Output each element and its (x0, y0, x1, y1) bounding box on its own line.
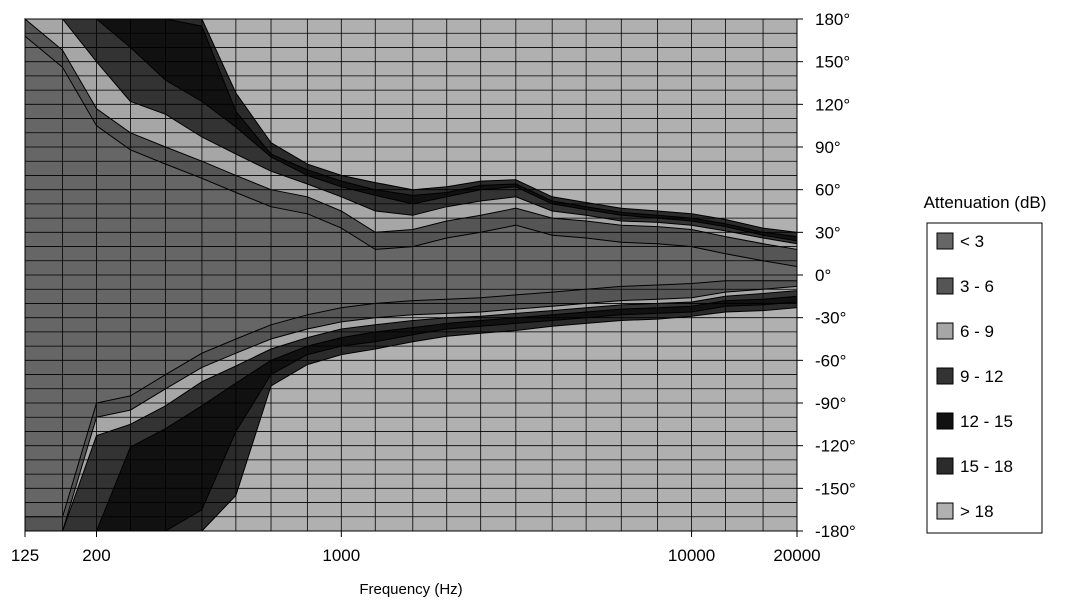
x-tick-label: 125 (11, 546, 39, 565)
legend-swatch (936, 322, 954, 340)
x-axis-label: Frequency (Hz) (359, 581, 462, 598)
legend-swatch (936, 412, 954, 430)
legend-label: > 18 (960, 502, 994, 521)
legend-swatch (936, 502, 954, 520)
y-tick-label: 30° (815, 223, 841, 242)
y-tick-label: 180° (815, 10, 850, 29)
x-tick-label: 10000 (668, 546, 715, 565)
y-tick-label: 150° (815, 53, 850, 72)
y-tick-label: 0° (815, 266, 831, 285)
y-axis-ticks: 180° 150° 120° 90° 60° 30° 0° -30° -60° -90° -120°… (797, 10, 856, 541)
legend-title: Attenuation (dB) (924, 193, 1047, 212)
legend-label: < 3 (960, 232, 984, 251)
legend-swatch (936, 367, 954, 385)
legend-swatch (936, 457, 954, 475)
y-tick-label: 60° (815, 181, 841, 200)
legend-items: < 3 3 - 6 6 - 9 9 - 12 12 - 15 15 - 18 > 18 (936, 232, 1013, 521)
y-tick-label: -150° (815, 479, 856, 498)
x-tick-label: 20000 (773, 546, 820, 565)
y-tick-label: -60° (815, 351, 846, 370)
legend-swatch (936, 232, 954, 250)
legend-label: 3 - 6 (960, 277, 994, 296)
legend-label: 15 - 18 (960, 457, 1013, 476)
y-tick-label: -90° (815, 394, 846, 413)
legend-label: 12 - 15 (960, 412, 1013, 431)
legend-label: 9 - 12 (960, 367, 1003, 386)
y-tick-label: 120° (815, 95, 850, 114)
y-tick-label: -180° (815, 522, 856, 541)
x-tick-label: 200 (82, 546, 110, 565)
x-tick-label: 1000 (322, 546, 360, 565)
legend-swatch (936, 277, 954, 295)
x-axis-ticks: 125 200 1000 10000 20000 (11, 531, 821, 565)
y-tick-label: -30° (815, 309, 846, 328)
legend-label: 6 - 9 (960, 322, 994, 341)
y-tick-label: 90° (815, 138, 841, 157)
y-tick-label: -120° (815, 437, 856, 456)
